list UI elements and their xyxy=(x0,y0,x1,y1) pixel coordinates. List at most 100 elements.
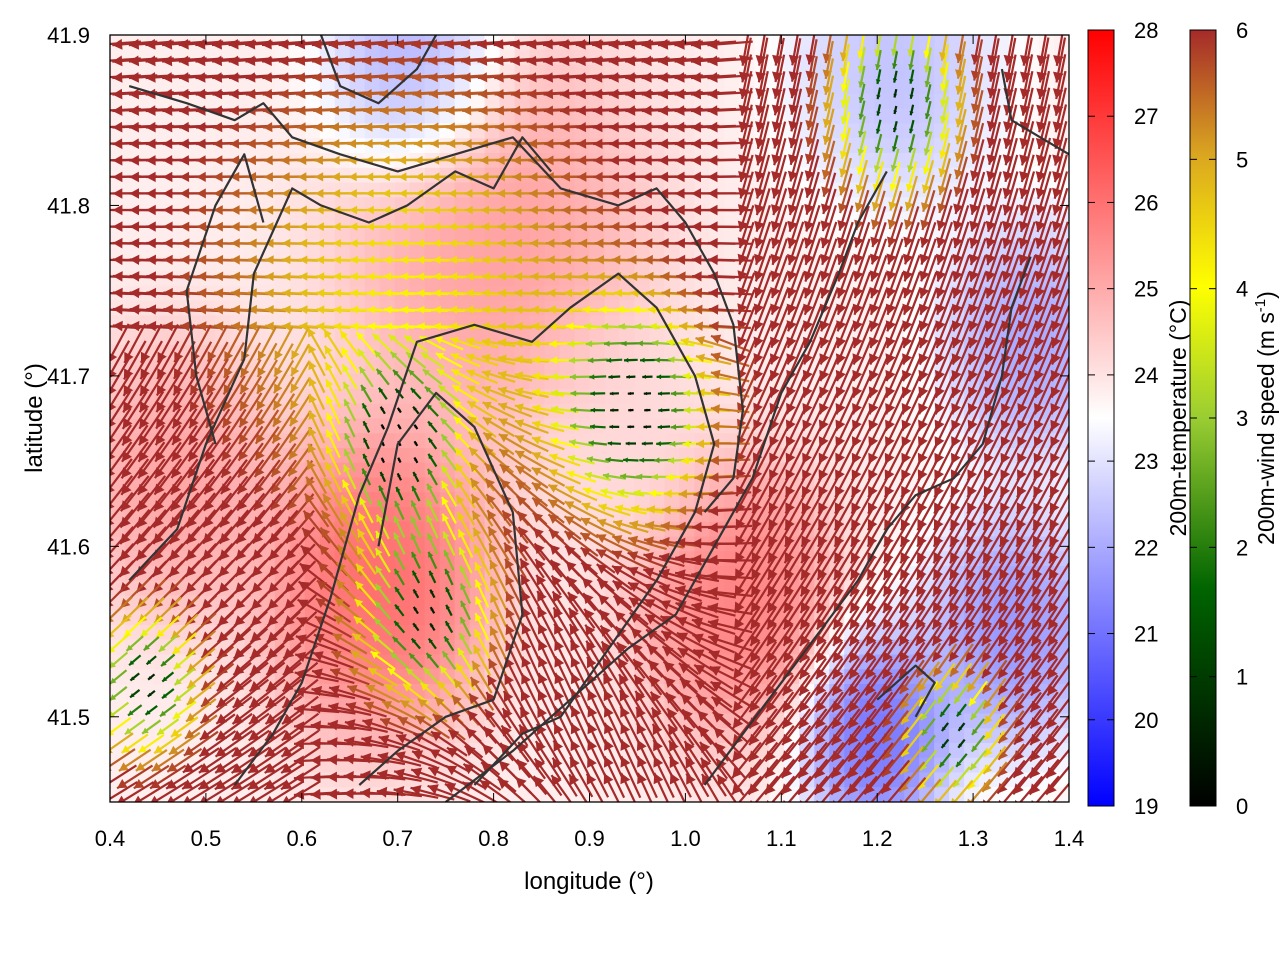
heatmap-cell xyxy=(664,433,680,449)
heatmap-cell xyxy=(394,551,411,567)
heatmap-cell xyxy=(454,271,471,287)
heatmap-cell xyxy=(364,389,381,405)
heatmap-cell xyxy=(364,448,381,464)
heatmap-cell xyxy=(229,94,246,110)
heatmap-cell xyxy=(379,197,396,213)
heatmap-cell xyxy=(169,212,186,228)
heatmap-cell xyxy=(574,330,591,346)
heatmap-cell xyxy=(424,433,441,449)
heatmap-cell xyxy=(724,389,740,405)
heatmap-cell xyxy=(469,197,486,213)
heatmap-cell xyxy=(439,241,456,257)
heatmap-cell xyxy=(394,462,411,479)
heatmap-cell xyxy=(724,197,740,213)
heatmap-cell xyxy=(289,241,306,257)
wind-vector-head xyxy=(96,205,106,216)
heatmap-cell xyxy=(634,212,651,228)
heatmap-cell xyxy=(634,359,651,375)
heatmap-cell xyxy=(574,108,591,125)
heatmap-cell xyxy=(394,418,411,434)
heatmap-cell xyxy=(574,94,591,110)
heatmap-cell xyxy=(169,197,186,213)
heatmap-cell xyxy=(604,374,621,390)
heatmap-cell xyxy=(589,389,606,405)
heatmap-cell xyxy=(124,551,141,567)
heatmap-cell xyxy=(664,344,680,361)
wind-vector-head xyxy=(96,105,106,116)
heatmap-cell xyxy=(214,226,231,243)
heatmap-cell xyxy=(889,374,905,390)
heatmap-cell xyxy=(439,212,456,228)
heatmap-cell xyxy=(619,300,636,316)
heatmap-cell xyxy=(484,79,501,95)
heatmap-cell xyxy=(124,669,141,685)
heatmap-cell xyxy=(439,300,456,316)
heatmap-cell xyxy=(649,389,666,405)
heatmap-cell xyxy=(379,271,396,287)
heatmap-cell xyxy=(889,108,905,125)
heatmap-cell xyxy=(829,79,845,95)
heatmap-cell xyxy=(244,94,261,110)
heatmap-cell xyxy=(799,35,815,51)
heatmap-cell xyxy=(724,492,740,508)
heatmap-cell xyxy=(409,433,426,449)
heatmap-cell xyxy=(304,212,321,228)
heatmap-cell xyxy=(559,271,576,287)
heatmap-cell xyxy=(469,300,486,316)
heatmap-cell xyxy=(379,330,396,346)
heatmap-cell xyxy=(709,477,725,493)
heatmap-cell xyxy=(544,241,561,257)
heatmap-cell xyxy=(364,330,381,346)
heatmap-cell xyxy=(634,403,651,420)
heatmap-cell xyxy=(604,389,621,405)
heatmap-cell xyxy=(349,226,366,243)
heatmap-cell xyxy=(379,359,396,375)
heatmap-cell xyxy=(454,226,471,243)
heatmap-cell xyxy=(184,79,201,95)
heatmap-cell xyxy=(499,226,516,243)
heatmap-cell xyxy=(544,79,561,95)
heatmap-cell xyxy=(454,197,471,213)
heatmap-cell xyxy=(634,418,651,434)
heatmap-cell xyxy=(649,79,666,95)
heatmap-cell xyxy=(394,108,411,125)
heatmap-cell xyxy=(409,374,426,390)
heatmap-cell xyxy=(469,79,486,95)
heatmap-cell xyxy=(649,433,666,449)
heatmap-cell xyxy=(619,389,636,405)
heatmap-cell xyxy=(724,433,740,449)
heatmap-cell xyxy=(319,108,336,125)
heatmap-cell xyxy=(379,241,396,257)
heatmap-cell xyxy=(634,492,651,508)
heatmap-cell xyxy=(409,79,426,95)
heatmap-cell xyxy=(514,212,531,228)
heatmap-cell xyxy=(274,330,291,346)
heatmap-cell xyxy=(154,330,171,346)
heatmap-cell xyxy=(649,330,666,346)
heatmap-cell xyxy=(904,477,920,493)
heatmap-cell xyxy=(394,271,411,287)
heatmap-cell xyxy=(589,344,606,361)
heatmap-cell xyxy=(589,300,606,316)
heatmap-cell xyxy=(379,521,396,538)
heatmap-cell xyxy=(619,226,636,243)
heatmap-cell xyxy=(454,300,471,316)
heatmap-cell xyxy=(964,35,980,51)
heatmap-cell xyxy=(169,79,186,95)
heatmap-cell xyxy=(559,94,576,110)
heatmap-cell xyxy=(874,94,890,110)
heatmap-cell xyxy=(829,94,845,110)
wind-vector-head xyxy=(96,221,106,232)
heatmap-cell xyxy=(634,94,651,110)
heatmap-cell xyxy=(619,403,636,420)
heatmap-cell xyxy=(889,94,905,110)
heatmap-cell xyxy=(574,300,591,316)
heatmap-cell xyxy=(979,477,995,493)
heatmap-cell xyxy=(559,344,576,361)
heatmap-cell xyxy=(574,403,591,420)
heatmap-cell xyxy=(274,551,291,567)
heatmap-cell xyxy=(454,241,471,257)
heatmap-cell xyxy=(454,403,471,420)
heatmap-cell xyxy=(379,536,396,552)
heatmap-cell xyxy=(619,94,636,110)
